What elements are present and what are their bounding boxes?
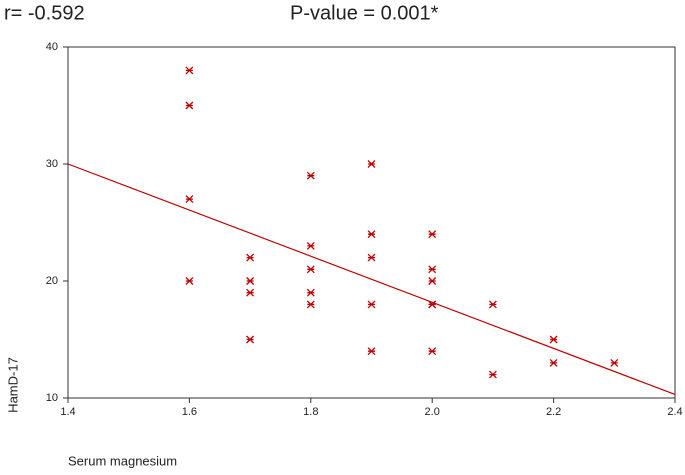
- x-tick-label: 1.8: [303, 406, 318, 418]
- point: [367, 347, 376, 356]
- x-axis-label: Serum magnesium: [68, 453, 177, 468]
- point: [185, 277, 194, 285]
- point: [549, 358, 558, 367]
- point: [246, 288, 255, 297]
- x-tick-label: 1.4: [60, 406, 75, 418]
- point: [367, 253, 376, 262]
- point: [306, 300, 315, 309]
- point: [185, 66, 194, 75]
- y-tick-label: 40: [46, 41, 58, 53]
- y-tick-label: 30: [46, 158, 58, 170]
- point: [428, 347, 437, 356]
- point: [246, 253, 255, 262]
- plot-frame: [67, 46, 676, 399]
- point: [610, 358, 619, 367]
- point: [185, 195, 194, 204]
- point: [428, 230, 437, 239]
- y-axis-label: HamD-17: [5, 357, 20, 413]
- point: [428, 265, 437, 274]
- point: [488, 300, 497, 309]
- point: [367, 160, 376, 168]
- point: [246, 277, 255, 285]
- y-tick-label: 10: [46, 392, 58, 404]
- point: [367, 230, 376, 239]
- x-tick-label: 2.4: [667, 406, 682, 418]
- fit-line: [67, 163, 676, 396]
- point: [306, 265, 315, 274]
- point: [306, 171, 315, 180]
- point: [367, 300, 376, 309]
- x-tick-label: 2.0: [425, 406, 440, 418]
- point: [488, 370, 497, 379]
- point: [306, 288, 315, 297]
- point: [246, 335, 255, 344]
- point: [428, 300, 437, 309]
- x-tick-label: 1.6: [182, 406, 197, 418]
- point: [185, 101, 194, 110]
- point: [428, 277, 437, 285]
- point: [549, 335, 558, 344]
- correlation-annotation: r= -0.592: [4, 2, 85, 24]
- p-value-annotation: P-value = 0.001*: [290, 2, 439, 24]
- x-tick-label: 2.2: [546, 406, 561, 418]
- y-tick-label: 20: [46, 275, 58, 287]
- point: [306, 241, 315, 250]
